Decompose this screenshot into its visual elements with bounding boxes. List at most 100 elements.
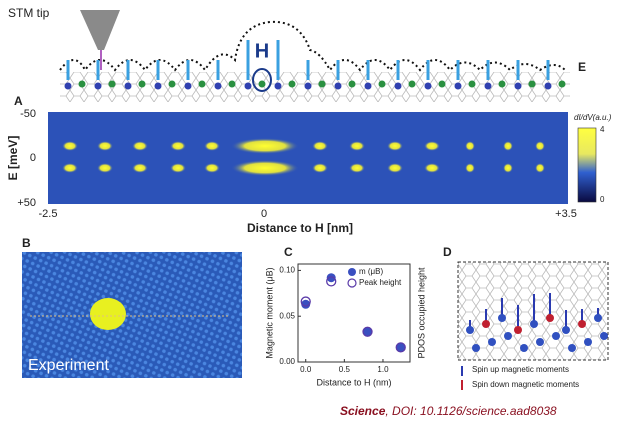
legend-entry: Spin down magnetic moments bbox=[472, 380, 579, 389]
atom bbox=[568, 344, 576, 352]
colorbar-tick: 4 bbox=[600, 125, 605, 134]
spot bbox=[97, 141, 113, 151]
journal: Science bbox=[340, 404, 386, 418]
atom bbox=[454, 82, 462, 90]
atom bbox=[334, 82, 342, 90]
x-tick-label: +3.5 bbox=[555, 208, 577, 220]
schematic bbox=[59, 10, 570, 102]
atom bbox=[424, 82, 432, 90]
atom bbox=[498, 80, 506, 88]
spot bbox=[204, 141, 220, 151]
point bbox=[326, 273, 336, 283]
legend-entry: Peak height bbox=[359, 278, 402, 287]
plot-frame bbox=[297, 263, 411, 363]
atom bbox=[124, 82, 132, 90]
atom bbox=[348, 80, 356, 88]
atom bbox=[528, 80, 536, 88]
panel-label: B bbox=[22, 236, 31, 250]
atom bbox=[258, 80, 266, 88]
y-axis-label: Magnetic moment (μB) bbox=[264, 267, 274, 358]
atom bbox=[288, 80, 296, 88]
atom bbox=[578, 320, 586, 328]
e-label: E bbox=[578, 60, 586, 74]
atom bbox=[546, 314, 554, 322]
atom bbox=[468, 80, 476, 88]
atom bbox=[214, 82, 222, 90]
atom bbox=[78, 80, 86, 88]
colorbar-tick: 0 bbox=[600, 195, 605, 204]
heatmap-spots bbox=[62, 138, 545, 176]
spot bbox=[62, 141, 78, 151]
colorbar-label: dI/dV(a.u.) bbox=[574, 113, 612, 122]
spot bbox=[535, 163, 545, 173]
y-tick-label: 0 bbox=[30, 152, 36, 164]
point bbox=[300, 296, 311, 307]
panel-label: A bbox=[14, 94, 23, 108]
atom bbox=[154, 82, 162, 90]
h-bump bbox=[90, 298, 126, 330]
atoms bbox=[466, 293, 608, 352]
atom bbox=[484, 82, 492, 90]
y2-axis-label: PDOS occupied height bbox=[416, 267, 426, 359]
spot bbox=[503, 163, 513, 173]
spot bbox=[349, 141, 365, 151]
atom bbox=[536, 338, 544, 346]
atom bbox=[562, 326, 570, 334]
atom bbox=[184, 82, 192, 90]
y-tick-label: 0.00 bbox=[279, 357, 295, 366]
atom bbox=[108, 80, 116, 88]
atom bbox=[198, 80, 206, 88]
spot bbox=[465, 141, 475, 151]
atom bbox=[498, 314, 506, 322]
legend-marker bbox=[348, 268, 356, 276]
spot bbox=[387, 141, 403, 151]
atom bbox=[488, 338, 496, 346]
atom bbox=[552, 332, 560, 340]
spot bbox=[97, 163, 113, 173]
x-axis-label: Distance to H (nm) bbox=[316, 377, 391, 387]
x-tick-label: 0.0 bbox=[300, 365, 312, 374]
spot bbox=[349, 163, 365, 173]
h-atom bbox=[252, 68, 272, 92]
atom bbox=[408, 80, 416, 88]
spot bbox=[170, 141, 186, 151]
spot bbox=[231, 138, 299, 154]
point bbox=[396, 342, 406, 352]
x-tick-label: 0 bbox=[261, 208, 267, 220]
citation: Science, DOI: 10.1126/science.aad8038 bbox=[340, 404, 557, 418]
heatmap bbox=[48, 112, 568, 204]
stm-image bbox=[22, 252, 242, 378]
atom bbox=[514, 326, 522, 334]
lattice bbox=[60, 72, 570, 102]
atom bbox=[520, 344, 528, 352]
x-tick-label: 0.5 bbox=[339, 365, 351, 374]
y-tick-label: 0.10 bbox=[279, 266, 295, 275]
y-axis-label: E [meV] bbox=[6, 136, 20, 181]
dos-envelope bbox=[59, 20, 566, 72]
spot bbox=[387, 163, 403, 173]
atom bbox=[514, 82, 522, 90]
atom bbox=[318, 80, 326, 88]
point bbox=[363, 327, 373, 337]
x-axis-label: Distance to H [nm] bbox=[247, 221, 353, 235]
atom bbox=[504, 332, 512, 340]
x-tick-label: 1.0 bbox=[377, 365, 389, 374]
spot bbox=[424, 163, 440, 173]
legend-entry: Spin up magnetic moments bbox=[472, 365, 569, 374]
atom bbox=[438, 80, 446, 88]
x-tick-label: -2.5 bbox=[39, 208, 58, 220]
legend-marker bbox=[347, 278, 357, 288]
point bbox=[301, 299, 311, 309]
atom bbox=[544, 82, 552, 90]
atom bbox=[138, 80, 146, 88]
atom bbox=[482, 320, 490, 328]
atom bbox=[594, 314, 602, 322]
atom bbox=[466, 326, 474, 334]
atom bbox=[584, 338, 592, 346]
spot bbox=[132, 163, 148, 173]
legend-entry: m (μB) bbox=[359, 267, 383, 276]
atom bbox=[304, 82, 312, 90]
spot bbox=[204, 163, 220, 173]
point bbox=[362, 326, 373, 337]
